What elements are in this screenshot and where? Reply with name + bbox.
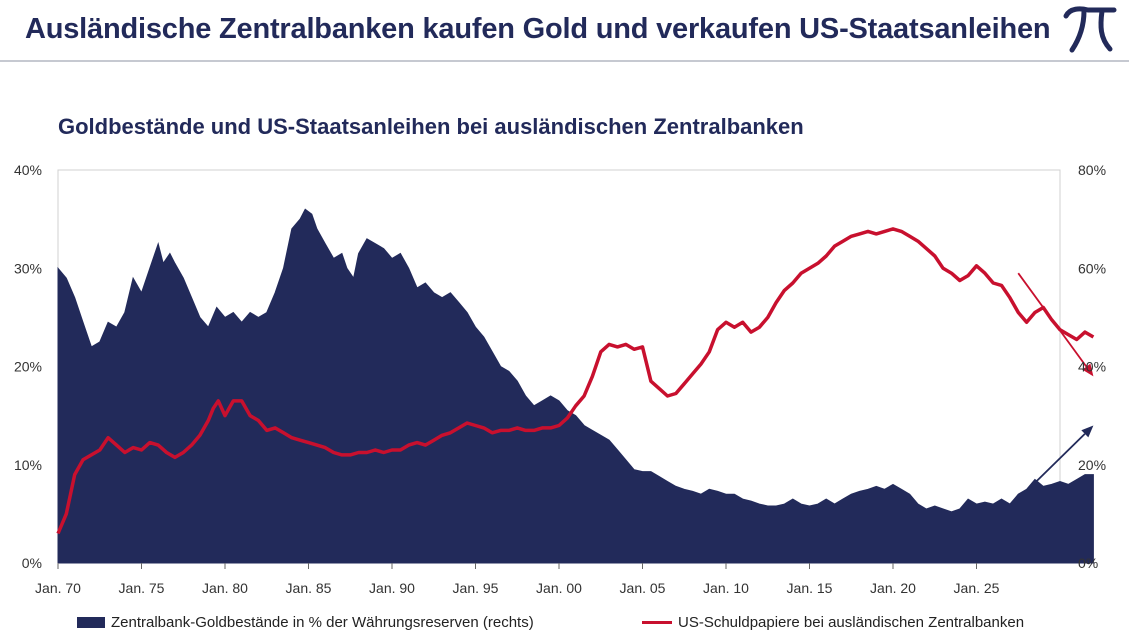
y-right-tick-label: 40% (1078, 359, 1106, 375)
x-tick-label: Jan. 75 (119, 580, 165, 596)
header-divider (0, 60, 1129, 62)
y-right-tick-label: 0% (1078, 555, 1098, 571)
x-tick-label: Jan. 95 (453, 580, 499, 596)
y-right-tick-label: 20% (1078, 457, 1106, 473)
x-tick-label: Jan. 70 (35, 580, 81, 596)
y-right-tick-label: 80% (1078, 162, 1106, 178)
arrow-shaft (1017, 433, 1086, 500)
legend-label-gold: Zentralbank-Goldbestände in % der Währun… (111, 614, 534, 631)
y-left-tick-label: 0% (22, 555, 42, 571)
x-tick-label: Jan. 90 (369, 580, 415, 596)
legend-swatch-treasuries (642, 621, 672, 624)
legend-item-treasuries: US-Schuldpapiere bei ausländischen Zentr… (642, 614, 1024, 631)
legend-item-gold: Zentralbank-Goldbestände in % der Währun… (77, 614, 534, 631)
x-tick-label: Jan. 05 (620, 580, 666, 596)
arrow-shaft (1017, 272, 1088, 368)
legend-label-treasuries: US-Schuldpapiere bei ausländischen Zentr… (678, 614, 1025, 631)
page-title: Ausländische Zentralbanken kaufen Gold u… (25, 13, 1051, 45)
treasury-holdings-line (56, 227, 1095, 535)
chart-legend: Zentralbank-Goldbestände in % der Währun… (0, 614, 1129, 638)
y-left-tick-label: 20% (14, 359, 42, 375)
arrow-head (1082, 363, 1094, 377)
legend-swatch-gold (77, 617, 105, 628)
y-right-tick-label: 60% (1078, 260, 1106, 276)
x-tick-label: Jan. 00 (536, 580, 582, 596)
y-left-tick-label: 30% (14, 260, 42, 276)
x-tick-label: Jan. 80 (202, 580, 248, 596)
x-tick-label: Jan. 85 (286, 580, 332, 596)
arrow-head (1081, 425, 1094, 438)
x-tick-label: Jan. 15 (787, 580, 833, 596)
trend-arrow-up (1017, 425, 1094, 500)
x-tick-label: Jan. 10 (703, 580, 749, 596)
y-left-tick-label: 40% (14, 162, 42, 178)
trend-arrow-down (1017, 272, 1094, 377)
pi-logo-icon (1063, 6, 1117, 53)
y-left-tick-label: 10% (14, 457, 42, 473)
page-header: Ausländische Zentralbanken kaufen Gold u… (0, 0, 1129, 62)
x-tick-label: Jan. 20 (870, 580, 916, 596)
gold-holdings-area (57, 208, 1094, 564)
chart-title: Goldbestände und US-Staatsanleihen bei a… (58, 114, 804, 139)
x-tick-label: Jan. 25 (954, 580, 1000, 596)
